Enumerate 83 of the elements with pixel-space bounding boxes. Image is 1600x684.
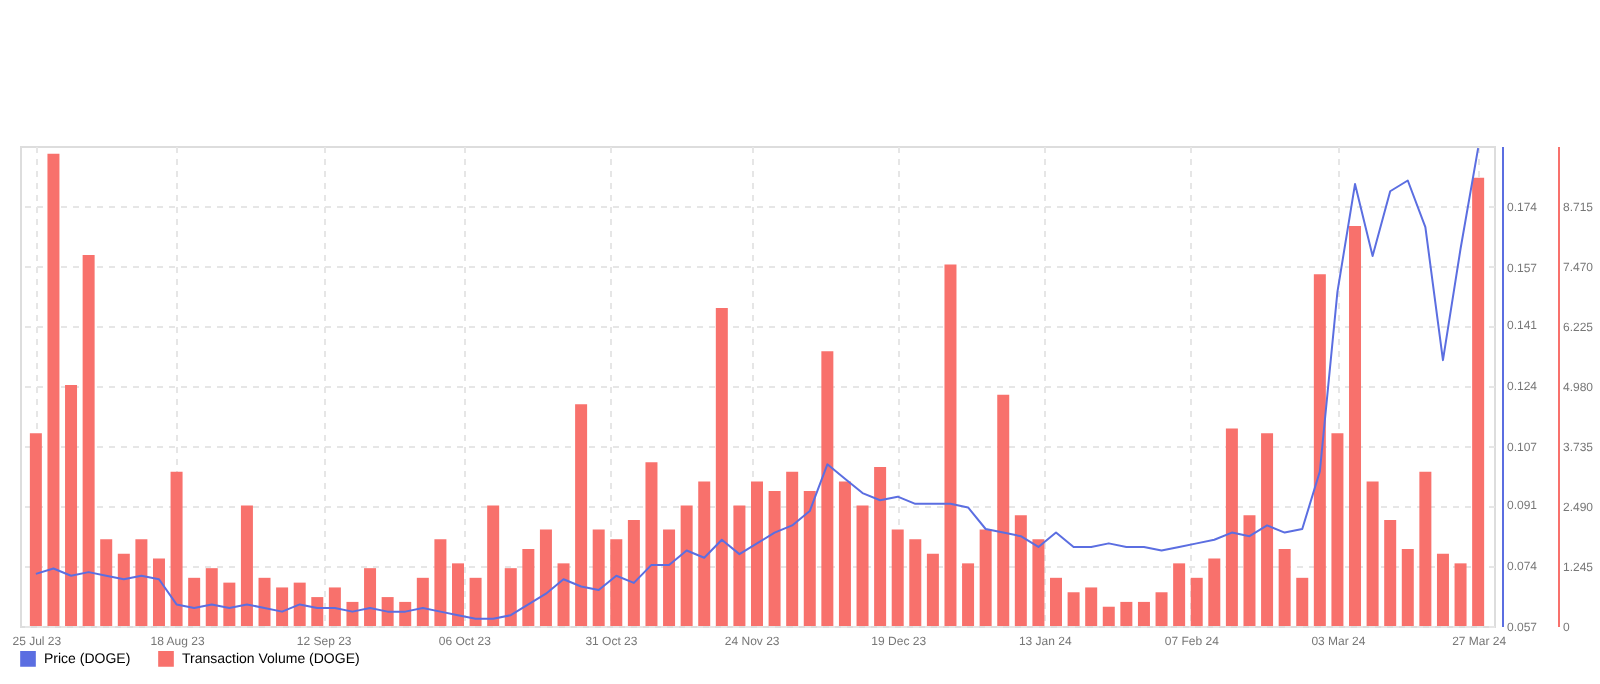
bar [962, 563, 975, 626]
bar [909, 539, 922, 626]
bar [29, 433, 42, 626]
bar [645, 462, 658, 626]
bar [434, 539, 447, 626]
bar [346, 601, 359, 626]
bar [1032, 539, 1045, 626]
bar [1296, 577, 1309, 626]
bar [997, 394, 1010, 626]
bar [733, 505, 746, 626]
bar [926, 553, 939, 626]
bar [1173, 563, 1186, 626]
bar [803, 491, 816, 626]
bar [240, 505, 253, 626]
bar [627, 519, 640, 626]
bar [1190, 577, 1203, 626]
bar [82, 254, 95, 626]
bar [680, 505, 693, 626]
bar [698, 481, 711, 626]
bar [715, 307, 728, 626]
bar [1454, 563, 1467, 626]
bar [592, 529, 605, 626]
bar [1261, 433, 1274, 626]
bar [258, 577, 271, 626]
bar [751, 481, 763, 626]
bar [838, 481, 851, 626]
bar [1401, 548, 1414, 626]
bar [1366, 481, 1379, 626]
bar [293, 582, 306, 626]
bar [1243, 515, 1256, 626]
bar [487, 505, 500, 626]
bar [856, 505, 869, 626]
bar [416, 577, 429, 626]
bar [1225, 428, 1238, 626]
line-series [34, 147, 1480, 620]
bar [1436, 553, 1449, 626]
bar [1120, 601, 1133, 626]
bar [891, 529, 904, 626]
bar [469, 577, 482, 626]
bar [768, 491, 781, 626]
bar [1331, 433, 1344, 626]
bar [47, 153, 60, 626]
bar [786, 471, 799, 626]
bar [170, 471, 183, 626]
bar [1278, 548, 1291, 626]
bar [188, 577, 201, 626]
bar [223, 582, 236, 626]
bar [1472, 177, 1485, 626]
bar [152, 558, 165, 626]
bar [451, 563, 464, 626]
bar [1014, 515, 1027, 626]
bar [1384, 519, 1397, 626]
bar [117, 553, 130, 626]
bar [381, 597, 394, 626]
bar [1137, 601, 1150, 626]
bar [821, 351, 834, 626]
bar [575, 404, 588, 626]
bar [328, 587, 341, 626]
bar [1085, 587, 1098, 626]
bar [1208, 558, 1221, 626]
bar [1155, 592, 1168, 626]
bar [1067, 592, 1080, 626]
bar [610, 539, 623, 626]
bar [135, 539, 148, 626]
bar [1313, 274, 1326, 626]
bar [1349, 226, 1362, 626]
bar [276, 587, 289, 626]
bar [1419, 471, 1432, 626]
bar [1050, 577, 1063, 626]
bar [539, 529, 552, 626]
bar [364, 568, 377, 626]
bar [1102, 606, 1115, 626]
bar [557, 563, 570, 626]
bar [874, 466, 887, 626]
bar [100, 539, 113, 626]
bar [944, 264, 957, 626]
bar [522, 548, 535, 626]
bar [504, 568, 517, 626]
bar [979, 529, 992, 626]
bar [663, 529, 676, 626]
bar [205, 568, 218, 626]
bar [65, 385, 78, 626]
bar [311, 597, 324, 626]
